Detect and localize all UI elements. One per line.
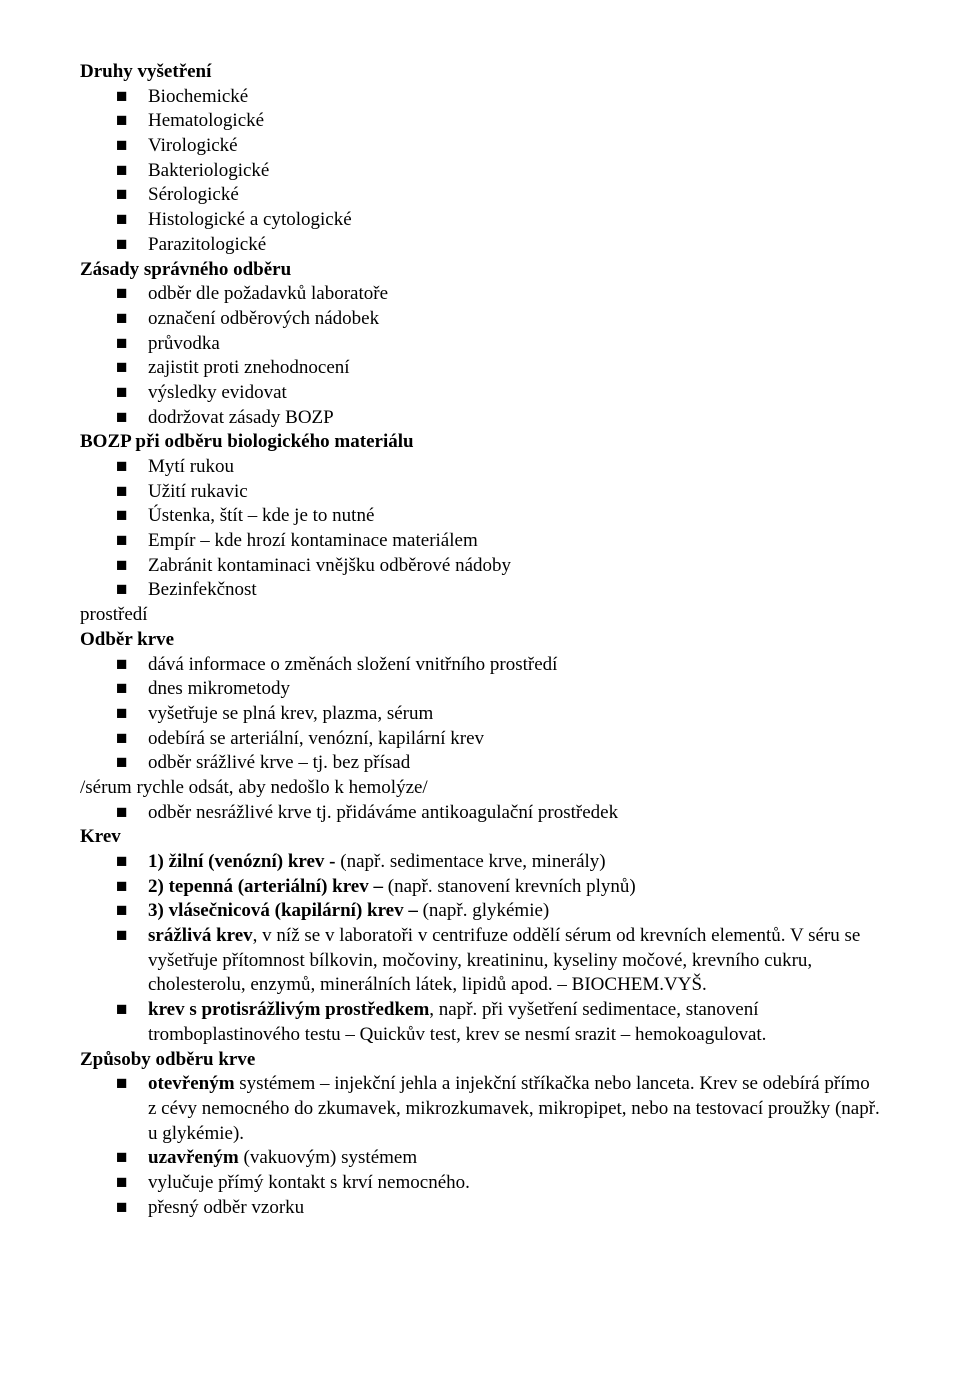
list-item: Hematologické <box>80 109 880 134</box>
list-item: srážlivá krev, v níž se v laboratoři v c… <box>80 924 880 998</box>
list-item: 2) tepenná (arteriální) krev – (např. st… <box>80 875 880 900</box>
krev-item-bold: 2) tepenná (arteriální) krev – <box>148 876 383 897</box>
list-item: Zabránit kontaminaci vnějšku odběrové ná… <box>80 554 880 579</box>
list-item: Mytí rukou <box>80 455 880 480</box>
list-odber-nesrazlive: odběr nesrážlivé krve tj. přidáváme anti… <box>80 801 880 826</box>
krev-item-bold: 1) žilní (venózní) krev - <box>148 851 336 872</box>
section-heading-odber-krve: Odběr krve <box>80 628 880 653</box>
protisrazlivym-bold: krev s protisrážlivým prostředkem <box>148 999 429 1020</box>
srazliva-bold: srážlivá krev <box>148 925 253 946</box>
list-item: Ústenka, štít – kde je to nutné <box>80 504 880 529</box>
list-item: Užití rukavic <box>80 480 880 505</box>
list-item: Bakteriologické <box>80 159 880 184</box>
list-item: zajistit proti znehodnocení <box>80 356 880 381</box>
srazliva-rest: , v níž se v laboratoři v centrifuze odd… <box>148 925 860 995</box>
list-druhy: Biochemické Hematologické Virologické Ba… <box>80 85 880 258</box>
list-item: odběr dle požadavků laboratoře <box>80 282 880 307</box>
list-krev: 1) žilní (venózní) krev - (např. sedimen… <box>80 850 880 1048</box>
list-item: výsledky evidovat <box>80 381 880 406</box>
list-item: odběr nesrážlivé krve tj. přidáváme anti… <box>80 801 880 826</box>
list-item: Virologické <box>80 134 880 159</box>
krev-item-bold: 3) vlásečnicová (kapilární) krev – <box>148 900 418 921</box>
list-item: průvodka <box>80 332 880 357</box>
krev-item-rest: (např. stanovení krevních plynů) <box>383 876 636 897</box>
list-item: dodržovat zásady BOZP <box>80 406 880 431</box>
list-item: přesný odběr vzorku <box>80 1196 880 1221</box>
list-item: Biochemické <box>80 85 880 110</box>
section-heading-bozp: BOZP při odběru biologického materiálu <box>80 430 880 455</box>
list-item: odebírá se arteriální, venózní, kapilárn… <box>80 727 880 752</box>
otevrenym-rest: systémem – injekční jehla a injekční stř… <box>148 1073 880 1143</box>
list-item: krev s protisrážlivým prostředkem, např.… <box>80 998 880 1047</box>
section-heading-krev: Krev <box>80 825 880 850</box>
list-item: 3) vlásečnicová (kapilární) krev – (např… <box>80 899 880 924</box>
list-item: vylučuje přímý kontakt s krví nemocného. <box>80 1171 880 1196</box>
list-item: vyšetřuje se plná krev, plazma, sérum <box>80 702 880 727</box>
list-item: dnes mikrometody <box>80 677 880 702</box>
prostredi-label: prostředí <box>80 603 880 628</box>
krev-item-rest: (např. sedimentace krve, minerály) <box>336 851 606 872</box>
list-item: Sérologické <box>80 183 880 208</box>
list-item: označení odběrových nádobek <box>80 307 880 332</box>
uzavrenym-rest: (vakuovým) systémem <box>239 1147 417 1168</box>
list-zasady: odběr dle požadavků laboratoře označení … <box>80 282 880 430</box>
list-bozp: Mytí rukou Užití rukavic Ústenka, štít –… <box>80 455 880 603</box>
list-item: 1) žilní (venózní) krev - (např. sedimen… <box>80 850 880 875</box>
list-item: uzavřeným (vakuovým) systémem <box>80 1146 880 1171</box>
uzavrenym-bold: uzavřeným <box>148 1147 239 1168</box>
section-heading-druhy: Druhy vyšetření <box>80 60 880 85</box>
serum-note: /sérum rychle odsát, aby nedošlo k hemol… <box>80 776 880 801</box>
list-item: otevřeným systémem – injekční jehla a in… <box>80 1072 880 1146</box>
section-heading-zasady: Zásady správného odběru <box>80 258 880 283</box>
krev-item-rest: (např. glykémie) <box>418 900 549 921</box>
list-item: Empír – kde hrozí kontaminace materiálem <box>80 529 880 554</box>
list-item: Bezinfekčnost <box>80 578 880 603</box>
list-odber-krve: dává informace o změnách složení vnitřní… <box>80 653 880 776</box>
section-heading-zpusoby: Způsoby odběru krve <box>80 1048 880 1073</box>
list-item: Parazitologické <box>80 233 880 258</box>
list-item: Histologické a cytologické <box>80 208 880 233</box>
otevrenym-bold: otevřeným <box>148 1073 235 1094</box>
list-item: dává informace o změnách složení vnitřní… <box>80 653 880 678</box>
list-zpusoby: otevřeným systémem – injekční jehla a in… <box>80 1072 880 1220</box>
list-item: odběr srážlivé krve – tj. bez přísad <box>80 751 880 776</box>
